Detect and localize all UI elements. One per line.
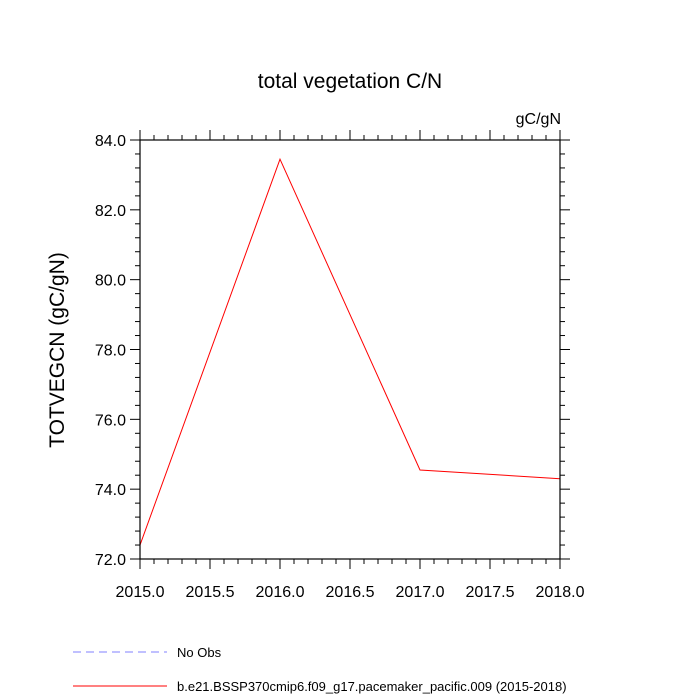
y-tick-label: 82.0 <box>95 203 126 220</box>
legend: No Obs b.e21.BSSP370cmip6.f09_g17.pacemak… <box>73 645 567 694</box>
y-axis-label: TOTVEGCN (gC/gN) <box>46 252 69 448</box>
series-group <box>139 157 561 546</box>
chart-title: total vegetation C/N <box>258 70 442 93</box>
y-tick-label: 72.0 <box>95 552 126 569</box>
x-tick-label: 2017.5 <box>466 584 515 601</box>
legend-label-0: No Obs <box>177 645 222 660</box>
plot-frame <box>139 139 561 560</box>
x-tick-label: 2015.0 <box>116 584 165 601</box>
y-tick-label: 76.0 <box>95 412 126 429</box>
x-tick-label: 2015.5 <box>186 584 235 601</box>
x-tick-label: 2016.5 <box>326 584 375 601</box>
x-tick-label: 2018.0 <box>536 584 585 601</box>
y-tick-label: 80.0 <box>95 273 126 290</box>
tick-labels: 2015.0 2015.5 2016.0 2016.5 2017.0 2017.5 2018… <box>95 133 585 601</box>
units-label: gC/gN <box>516 111 561 128</box>
axis-ticks <box>130 130 570 569</box>
y-tick-label: 78.0 <box>95 343 126 360</box>
y-tick-label: 74.0 <box>95 482 126 499</box>
x-tick-label: 2016.0 <box>256 584 305 601</box>
x-tick-label: 2017.0 <box>396 584 445 601</box>
legend-label-1: b.e21.BSSP370cmip6.f09_g17.pacemaker_pac… <box>177 679 567 694</box>
y-tick-label: 84.0 <box>95 133 126 150</box>
series-line-1 <box>139 157 561 546</box>
